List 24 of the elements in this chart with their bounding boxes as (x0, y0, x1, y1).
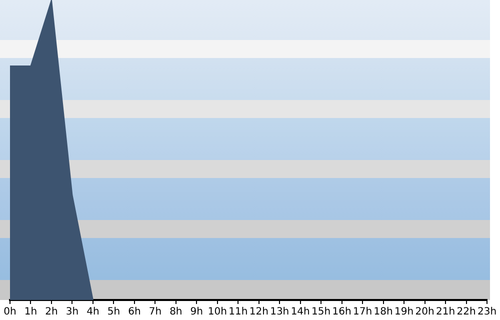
x-tick-label: 12h (249, 306, 268, 318)
x-tick-label: 13h (270, 306, 290, 318)
x-tick-label: 14h (290, 306, 310, 318)
x-tick-label: 15h (312, 306, 331, 318)
x-tick-label: 5h (107, 306, 120, 318)
x-tick-label: 19h (394, 306, 414, 318)
x-tick-label: 16h (332, 306, 352, 318)
x-tick-label: 3h (66, 306, 79, 318)
x-tick-label: 11h (228, 306, 248, 318)
x-tick-label: 6h (128, 306, 141, 318)
x-tick-label: 20h (415, 306, 434, 318)
x-tick-label: 10h (208, 306, 227, 318)
x-tick-label: 22h (456, 306, 476, 318)
x-tick-label: 23h (477, 306, 497, 318)
x-tick-label: 4h (86, 306, 100, 318)
x-tick-label: 21h (436, 306, 456, 318)
x-tick-label: 1h (24, 306, 38, 318)
x-tick-label: 18h (374, 306, 393, 318)
x-tick-label: 8h (170, 306, 182, 318)
x-tick-label: 9h (190, 306, 204, 318)
x-tick-label: 17h (353, 306, 372, 318)
x-tick-label: 7h (148, 306, 162, 318)
x-tick-label: 0h (4, 306, 16, 318)
x-tick-label: 2h (45, 306, 58, 318)
